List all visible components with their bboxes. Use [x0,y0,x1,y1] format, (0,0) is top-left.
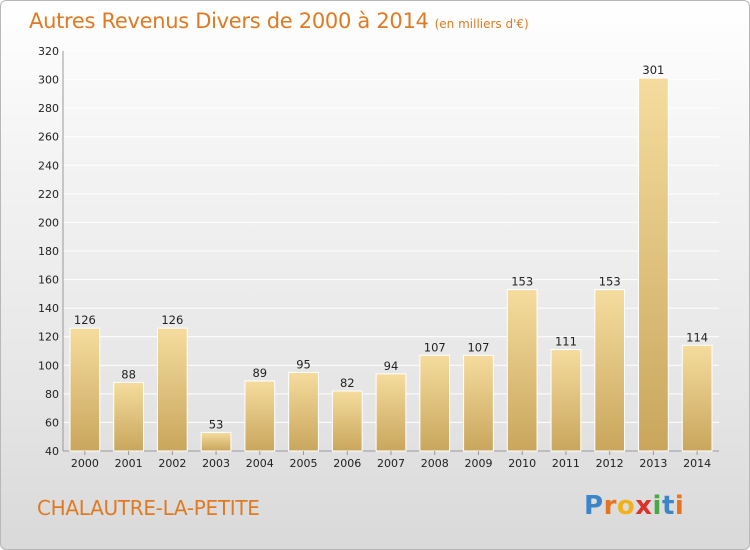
y-tick-label: 40 [45,445,59,458]
bar-value-label: 95 [296,357,311,371]
logo-letter: x [635,491,653,521]
bar [419,354,451,452]
x-tick-label: 2003 [202,457,230,470]
logo-letter: i [652,491,662,521]
y-tick-label: 120 [38,331,59,344]
bar [156,327,188,452]
bar [550,349,582,452]
y-tick-label: 60 [45,416,59,429]
bar [331,390,363,452]
x-tick-label: 2000 [71,457,99,470]
y-tick-label: 200 [38,216,59,229]
x-tick-label: 2009 [464,457,492,470]
bar [463,354,494,452]
bar [200,431,232,452]
y-tick-label: 280 [38,102,59,115]
commune-name: CHALAUTRE-LA-PETITE [37,496,260,520]
bar-value-label: 301 [642,63,664,77]
y-tick-label: 300 [38,74,59,87]
logo-letter: t [661,491,675,521]
bar [288,371,319,452]
bar-value-label: 153 [511,275,533,289]
x-tick-label: 2008 [421,457,449,470]
bar-value-label: 88 [121,367,136,381]
x-tick-label: 2012 [596,457,624,470]
x-tick-label: 2002 [158,457,186,470]
logo-letter: P [584,491,604,521]
chart-title-text: Autres Revenus Divers de 2000 à 2014 [29,9,429,33]
y-tick-label: 80 [45,388,59,401]
bar-value-label: 94 [384,359,399,373]
bar-value-label: 126 [161,313,183,327]
bar [244,380,276,452]
y-tick-label: 320 [38,45,59,58]
x-tick-label: 2006 [333,457,361,470]
x-tick-label: 2001 [115,457,143,470]
bar-value-label: 153 [599,275,621,289]
bar [69,327,101,452]
bar [506,289,538,452]
y-tick-label: 100 [38,359,59,372]
x-tick-label: 2007 [377,457,405,470]
x-tick-label: 2010 [508,457,536,470]
chart-title: Autres Revenus Divers de 2000 à 2014 (en … [29,9,529,33]
x-tick-label: 2014 [683,457,711,470]
bar [681,344,713,452]
x-tick-label: 2013 [639,457,667,470]
bar [638,77,669,452]
logo-letter: r [603,491,617,521]
bar-value-label: 82 [340,376,355,390]
chart-subtitle: (en milliers d'€) [434,17,529,31]
x-tick-label: 2011 [552,457,580,470]
bar-value-label: 126 [74,313,96,327]
y-tick-label: 240 [38,159,59,172]
logo-letter: i [674,491,685,521]
bar [594,289,626,452]
y-tick-label: 180 [38,245,59,258]
bar-value-label: 114 [686,330,708,344]
bar-value-label: 53 [209,417,224,431]
logo-letter: o [616,491,636,521]
y-tick-label: 160 [38,274,59,287]
y-tick-label: 260 [38,131,59,144]
y-tick-label: 220 [38,188,59,201]
bar-value-label: 111 [555,335,577,349]
x-tick-label: 2005 [290,457,318,470]
proxiti-logo: Proxiti [584,491,684,521]
bar-value-label: 89 [252,366,267,380]
bar-value-label: 107 [424,340,446,354]
bar [113,381,144,452]
y-tick-label: 140 [38,302,59,315]
x-tick-label: 2004 [246,457,274,470]
bar-value-label: 107 [467,340,489,354]
bar [375,373,407,452]
